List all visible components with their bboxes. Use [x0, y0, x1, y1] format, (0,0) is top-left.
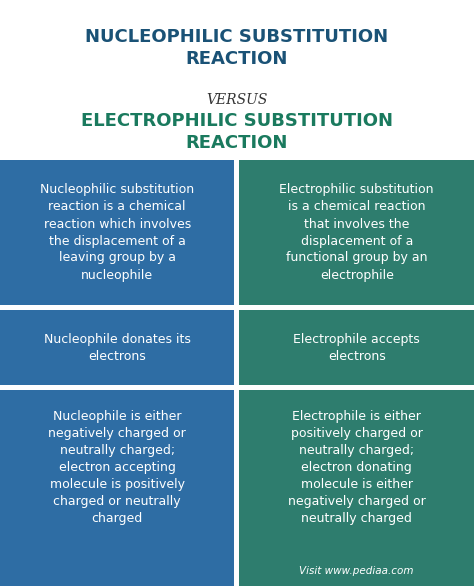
Text: NUCLEOPHILIC SUBSTITUTION
REACTION: NUCLEOPHILIC SUBSTITUTION REACTION	[85, 28, 389, 68]
Text: VERSUS: VERSUS	[206, 93, 268, 107]
FancyBboxPatch shape	[239, 160, 474, 305]
Text: Nucleophilic substitution
reaction is a chemical
reaction which involves
the dis: Nucleophilic substitution reaction is a …	[40, 183, 194, 281]
Text: Electrophile is either
positively charged or
neutrally charged;
electron donatin: Electrophile is either positively charge…	[288, 410, 426, 525]
FancyBboxPatch shape	[0, 310, 235, 385]
Text: Nucleophile is either
negatively charged or
neutrally charged;
electron acceptin: Nucleophile is either negatively charged…	[48, 410, 186, 525]
Text: Electrophilic substitution
is a chemical reaction
that involves the
displacement: Electrophilic substitution is a chemical…	[280, 183, 434, 281]
Text: Nucleophile donates its
electrons: Nucleophile donates its electrons	[44, 332, 191, 363]
FancyBboxPatch shape	[235, 160, 239, 586]
Text: Electrophile accepts
electrons: Electrophile accepts electrons	[293, 332, 420, 363]
FancyBboxPatch shape	[0, 160, 235, 305]
FancyBboxPatch shape	[239, 390, 474, 545]
FancyBboxPatch shape	[239, 310, 474, 385]
Text: Visit www.pediaa.com: Visit www.pediaa.com	[300, 565, 414, 575]
FancyBboxPatch shape	[0, 390, 235, 545]
FancyBboxPatch shape	[239, 545, 474, 586]
Text: ELECTROPHILIC SUBSTITUTION
REACTION: ELECTROPHILIC SUBSTITUTION REACTION	[81, 112, 393, 152]
FancyBboxPatch shape	[0, 545, 235, 586]
